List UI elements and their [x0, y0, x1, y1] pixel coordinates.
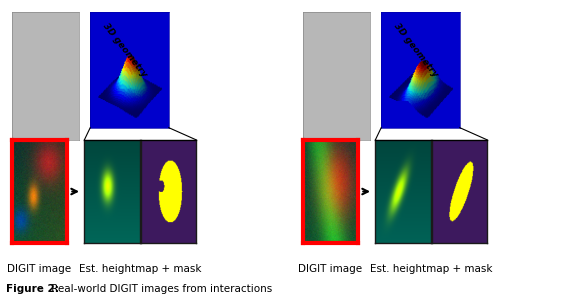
- Text: DIGIT image: DIGIT image: [298, 264, 363, 275]
- Text: Figure 2:: Figure 2:: [6, 284, 59, 294]
- Text: 3D geometry: 3D geometry: [392, 21, 440, 79]
- Text: DIGIT image: DIGIT image: [7, 264, 72, 275]
- Text: Est. heightmap + mask: Est. heightmap + mask: [79, 264, 201, 275]
- Text: 3D geometry: 3D geometry: [101, 21, 149, 79]
- Text: Real-world DIGIT images from interactions: Real-world DIGIT images from interaction…: [48, 284, 272, 294]
- Text: Est. heightmap + mask: Est. heightmap + mask: [370, 264, 492, 275]
